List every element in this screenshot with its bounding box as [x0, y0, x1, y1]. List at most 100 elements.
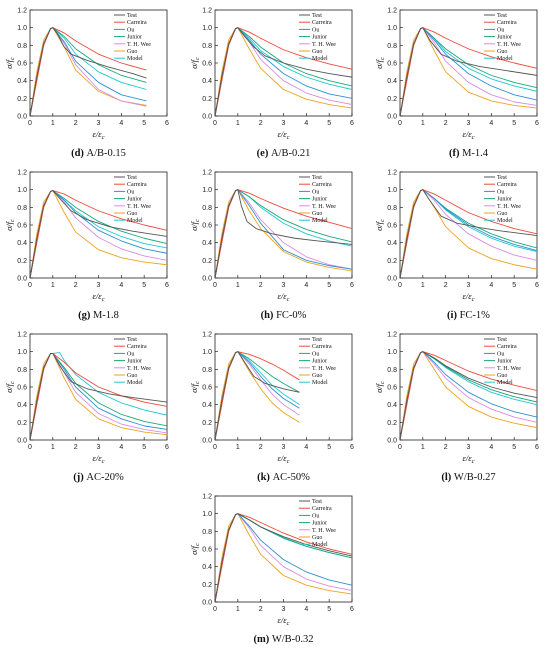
x-tick-label: 2 — [259, 282, 263, 289]
legend-label-guo: Guo — [312, 535, 322, 541]
legend-label-ou: Ou — [497, 27, 504, 33]
y-tick-label: 0.0 — [17, 276, 27, 283]
legend-label-junior: Junior — [312, 521, 327, 527]
y-axis-label: σ/fc — [4, 219, 16, 231]
y-tick-label: 0.2 — [202, 258, 212, 265]
x-tick-label: 6 — [350, 120, 354, 127]
y-tick-label: 1.0 — [387, 187, 397, 194]
x-tick-label: 0 — [213, 606, 217, 613]
y-tick-label: 1.0 — [17, 25, 27, 32]
y-tick-label: 0.8 — [17, 367, 27, 374]
legend-label-junior: Junior — [312, 197, 327, 203]
y-tick-label: 1.2 — [17, 8, 27, 15]
legend-label-guo: Guo — [497, 211, 507, 217]
legend-label-ou: Ou — [127, 27, 134, 33]
x-tick-label: 4 — [489, 282, 493, 289]
legend-label-model: Model — [127, 380, 143, 386]
chart-panel-m: 0 1 2 3 4 5 6 0.0 0.2 0.4 0.6 0.8 1.0 1.2 ε/εc σ/fc Test… — [189, 494, 354, 646]
series-line-guo — [400, 27, 537, 116]
y-tick-label: 0.6 — [202, 223, 212, 230]
legend-label-model: Model — [312, 380, 328, 386]
legend-label-test: Test — [497, 13, 507, 19]
legend-label-test: Test — [312, 175, 322, 181]
legend-label-junior: Junior — [497, 35, 512, 41]
x-tick-label: 2 — [74, 444, 78, 451]
y-tick-label: 0.2 — [202, 96, 212, 103]
x-tick-label: 4 — [304, 120, 308, 127]
y-tick-label: 1.0 — [387, 349, 397, 356]
legend-label-test: Test — [312, 337, 322, 343]
y-tick-label: 0.0 — [202, 438, 212, 445]
x-tick-label: 1 — [421, 120, 425, 127]
legend-label-t-h-wee: T. H. Wee — [127, 42, 151, 48]
legend-label-t-h-wee: T. H. Wee — [497, 42, 521, 48]
legend-label-ou: Ou — [312, 27, 319, 33]
y-axis-label: σ/fc — [189, 381, 201, 393]
x-tick-label: 3 — [97, 282, 101, 289]
legend-label-t-h-wee: T. H. Wee — [497, 204, 521, 210]
x-tick-label: 0 — [398, 282, 402, 289]
legend-label-t-h-wee: T. H. Wee — [312, 204, 336, 210]
chart-panel-l: 0 1 2 3 4 5 6 0.0 0.2 0.4 0.6 0.8 1.0 1.2 ε/εc σ/fc Test… — [374, 332, 539, 484]
legend-label-carreira: Carreira — [312, 344, 332, 350]
x-axis-label: ε/εc — [93, 129, 105, 141]
legend-label-ou: Ou — [497, 351, 504, 357]
y-tick-label: 0.0 — [202, 276, 212, 283]
legend-label-carreira: Carreira — [497, 344, 517, 350]
y-tick-label: 0.6 — [17, 385, 27, 392]
legend-label-junior: Junior — [497, 197, 512, 203]
legend-label-test: Test — [127, 175, 137, 181]
chart-panel-f: 0 1 2 3 4 5 6 0.0 0.2 0.4 0.6 0.8 1.0 1.2 ε/εc σ/fc Test… — [374, 8, 539, 160]
x-tick-label: 2 — [259, 606, 263, 613]
y-tick-label: 1.2 — [387, 332, 397, 339]
series-line-guo — [400, 351, 537, 440]
series-group — [215, 27, 352, 116]
legend-label-model: Model — [127, 218, 143, 224]
x-tick-label: 5 — [512, 120, 516, 127]
x-tick-label: 0 — [28, 444, 32, 451]
y-tick-label: 0.6 — [202, 385, 212, 392]
legend-label-guo: Guo — [312, 373, 322, 379]
y-tick-label: 1.2 — [387, 170, 397, 177]
panel-caption: (d) A/B-0.15 — [71, 148, 126, 159]
legend-label-junior: Junior — [497, 359, 512, 365]
x-tick-label: 4 — [304, 606, 308, 613]
y-tick-label: 0.4 — [17, 78, 27, 85]
series-line-guo — [30, 190, 167, 278]
chart-panel-k: 0 1 2 3 4 5 6 0.0 0.2 0.4 0.6 0.8 1.0 1.2 ε/εc σ/fc Test… — [189, 332, 354, 484]
legend-label-t-h-wee: T. H. Wee — [127, 366, 151, 372]
series-line-test — [400, 351, 537, 440]
chart-panel-i: 0 1 2 3 4 5 6 0.0 0.2 0.4 0.6 0.8 1.0 1.2 ε/εc σ/fc Test… — [374, 170, 539, 322]
x-tick-label: 0 — [398, 120, 402, 127]
series-line-guo — [30, 352, 167, 440]
series-line-carreira — [30, 352, 167, 440]
series-line-test — [215, 27, 352, 116]
legend-label-t-h-wee: T. H. Wee — [312, 528, 336, 534]
series-group — [215, 189, 352, 278]
x-tick-label: 0 — [213, 444, 217, 451]
legend-label-ou: Ou — [127, 189, 134, 195]
legend-label-model: Model — [312, 218, 328, 224]
y-axis-label: σ/fc — [374, 219, 386, 231]
legend-label-ou: Ou — [127, 351, 134, 357]
x-axis-label: ε/εc — [463, 453, 475, 465]
series-line-guo — [30, 27, 147, 116]
x-tick-label: 2 — [444, 120, 448, 127]
legend-label-model: Model — [312, 56, 328, 62]
y-tick-label: 0.6 — [17, 223, 27, 230]
y-tick-label: 0.0 — [202, 114, 212, 121]
x-tick-label: 4 — [119, 444, 123, 451]
y-tick-label: 1.2 — [202, 494, 212, 501]
x-tick-label: 2 — [444, 282, 448, 289]
chart-panel-h: 0 1 2 3 4 5 6 0.0 0.2 0.4 0.6 0.8 1.0 1.2 ε/εc σ/fc Test… — [189, 170, 354, 322]
legend-label-carreira: Carreira — [312, 506, 332, 512]
legend-label-ou: Ou — [312, 351, 319, 357]
legend-label-t-h-wee: T. H. Wee — [497, 366, 521, 372]
y-tick-label: 1.2 — [17, 170, 27, 177]
series-line-test — [30, 190, 167, 278]
x-tick-label: 4 — [489, 444, 493, 451]
x-tick-label: 3 — [282, 444, 286, 451]
